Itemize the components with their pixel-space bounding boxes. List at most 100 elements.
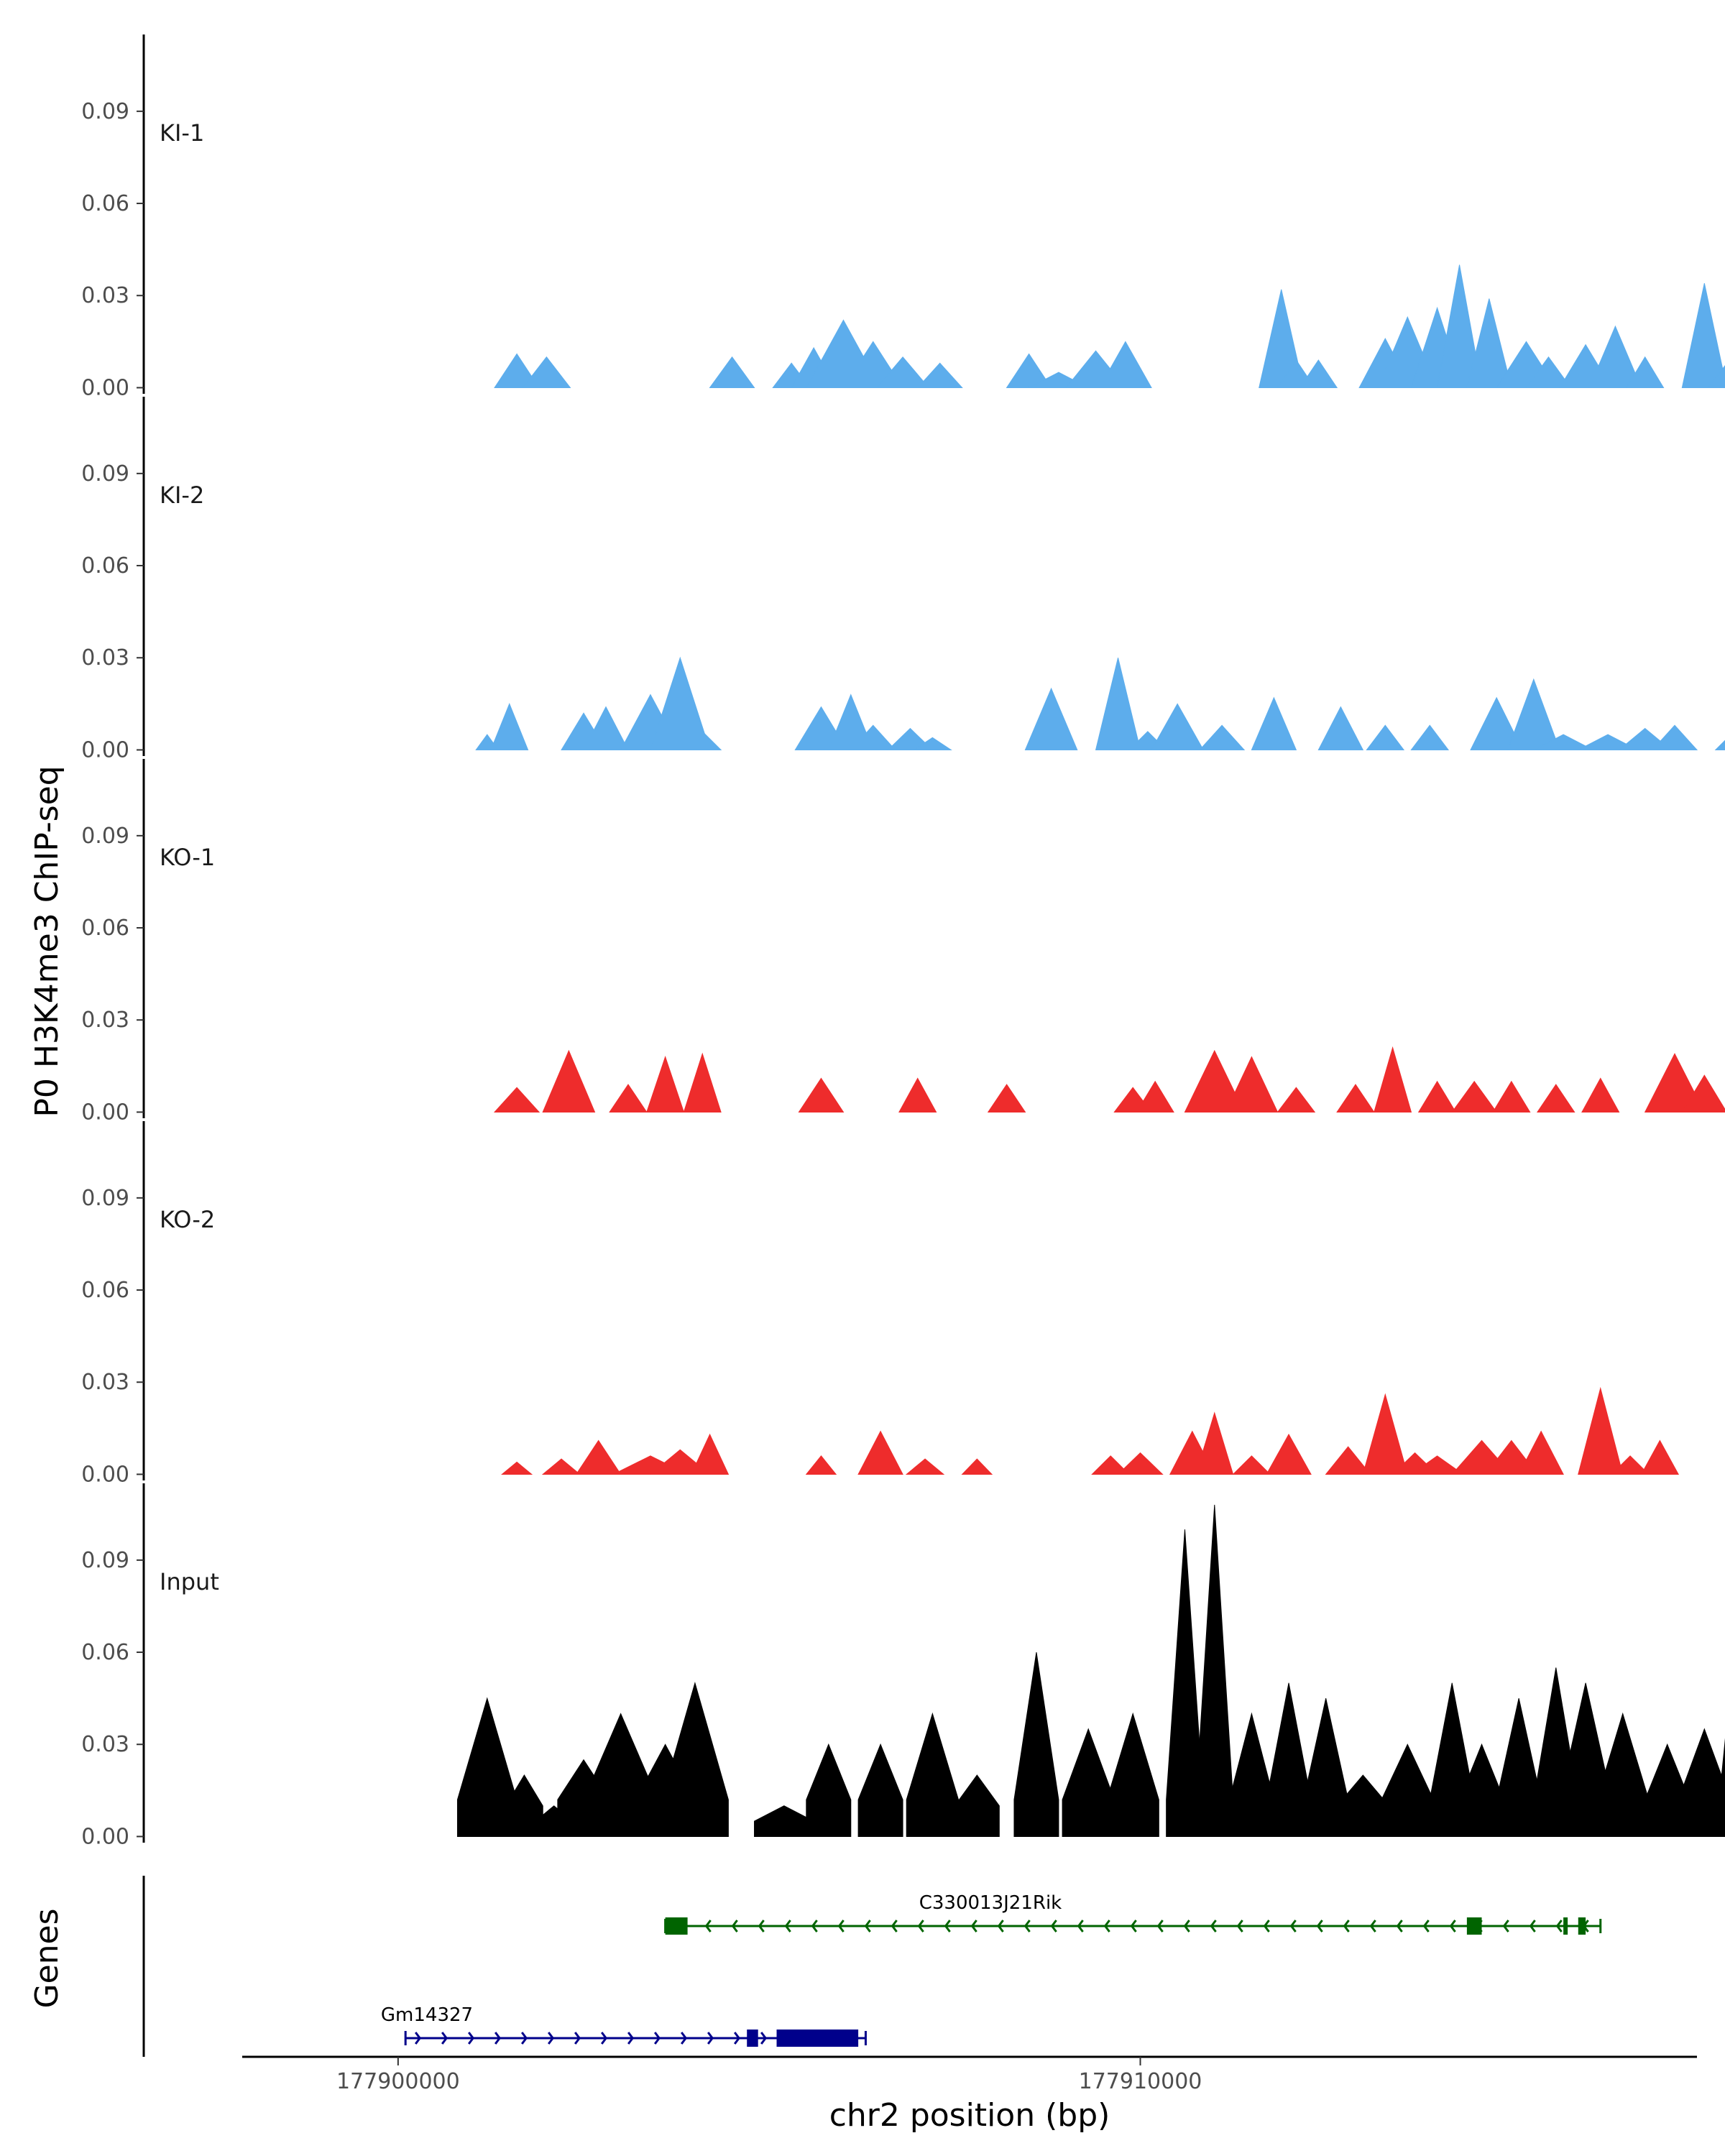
coverage-peak xyxy=(1336,1774,1389,1837)
exon-block xyxy=(1563,1917,1568,1935)
y-tick-label: 0.00 xyxy=(81,375,129,400)
strand-arrow xyxy=(944,1920,951,1932)
coverage-peak xyxy=(1024,687,1078,750)
coverage-peak xyxy=(542,1049,596,1112)
coverage-peak xyxy=(646,1055,685,1112)
coverage-peak xyxy=(1151,703,1205,750)
strand-arrow xyxy=(1529,1920,1536,1932)
coverage-peak xyxy=(690,1433,730,1475)
coverage-peak xyxy=(1195,1411,1234,1475)
coverage-peak xyxy=(1417,1080,1457,1112)
strand-arrow xyxy=(600,2032,608,2045)
coverage-peak xyxy=(1091,1455,1131,1475)
coverage-peak xyxy=(1195,1504,1234,1837)
coverage-peak xyxy=(541,1458,581,1475)
coverage-peak xyxy=(857,1430,903,1475)
strand-arrow xyxy=(1103,1920,1110,1932)
coverage-peak xyxy=(1451,1080,1498,1112)
coverage-peak xyxy=(1644,1053,1706,1112)
coverage-peak xyxy=(805,1455,837,1475)
coverage-peak xyxy=(650,656,711,750)
coverage-peak xyxy=(1719,1738,1725,1837)
coverage-peak xyxy=(1436,264,1483,388)
strand-arrow xyxy=(1156,1920,1164,1932)
tracks-group: 0.00 0.03 0.06 0.09 KI-1 0.00 0.03 0.06 0.09 KI-2… xyxy=(81,34,1725,1849)
strand-arrow xyxy=(1449,1920,1456,1932)
coverage-peak xyxy=(1325,1446,1371,1475)
coverage-peak xyxy=(1651,724,1698,750)
exon-block xyxy=(665,1917,688,1935)
strand-arrow xyxy=(1396,1920,1403,1932)
coverage-peak xyxy=(754,1805,814,1837)
exon-block xyxy=(1578,1917,1586,1935)
strand-arrow xyxy=(731,1920,738,1932)
strand-arrow xyxy=(707,2032,714,2045)
y-tick-label: 0.06 xyxy=(81,553,129,579)
gene-label: C330013J21Rik xyxy=(919,1892,1062,1914)
track-label: KO-2 xyxy=(160,1206,215,1233)
coverage-peak xyxy=(661,1681,729,1837)
strand-arrow xyxy=(547,2032,555,2045)
coverage-peak xyxy=(1184,1049,1245,1112)
coverage-peak xyxy=(1714,740,1725,750)
coverage-peak xyxy=(1525,356,1572,388)
coverage-peak xyxy=(850,724,896,750)
track-label: KO-1 xyxy=(160,844,215,871)
coverage-peak xyxy=(954,1774,1000,1837)
coverage-peak xyxy=(1578,734,1638,750)
coverage-peak xyxy=(1492,1080,1531,1112)
strand-arrow xyxy=(520,2032,528,2045)
y-tick-label: 0.00 xyxy=(81,1824,129,1849)
x-axis: 177900000177910000177920000 xyxy=(242,2055,1697,2094)
y-tick-label: 0.00 xyxy=(81,1100,129,1125)
strand-arrow xyxy=(997,1920,1004,1932)
coverage-peak xyxy=(1098,341,1152,388)
strand-arrow xyxy=(758,1920,765,1932)
coverage-peak xyxy=(1533,734,1593,750)
strand-arrow xyxy=(1210,1920,1217,1932)
coverage-peak xyxy=(1276,1087,1316,1112)
strand-arrow xyxy=(1502,1920,1509,1932)
strand-arrow xyxy=(1024,1920,1031,1932)
strand-arrow xyxy=(1263,1920,1270,1932)
coverage-peak xyxy=(1136,1080,1174,1112)
y-tick-label: 0.00 xyxy=(81,1462,129,1487)
coverage-peak xyxy=(501,1461,533,1475)
y-axis-title: P0 H3K4me3 ChIP-seq xyxy=(29,765,65,1117)
y-tick-label: 0.09 xyxy=(81,99,129,124)
y-tick-label: 0.09 xyxy=(81,1548,129,1573)
strand-arrow xyxy=(1130,1920,1137,1932)
track-label: Input xyxy=(160,1568,219,1595)
coverage-peak xyxy=(906,1712,960,1837)
coverage-peak xyxy=(1681,1074,1725,1112)
strand-arrow xyxy=(467,2032,475,2045)
coverage-peak xyxy=(987,1084,1026,1112)
coverage-peak xyxy=(683,731,722,750)
y-tick-label: 0.03 xyxy=(81,283,129,308)
coverage-peak xyxy=(1506,678,1560,750)
coverage-peak xyxy=(905,1458,945,1475)
strand-arrow xyxy=(441,2032,448,2045)
strand-arrow xyxy=(784,1920,791,1932)
coverage-peak xyxy=(1537,1084,1576,1112)
strand-arrow xyxy=(970,1920,978,1932)
exon-block xyxy=(776,2030,859,2047)
strand-arrow xyxy=(1236,1920,1243,1932)
coverage-peak xyxy=(1518,1430,1564,1475)
coverage-peak xyxy=(916,362,963,388)
x-tick-label: 177900000 xyxy=(336,2069,460,2094)
coverage-peak xyxy=(1117,1452,1164,1475)
coverage-peak xyxy=(583,706,629,750)
coverage-peak xyxy=(887,727,934,750)
coverage-peak xyxy=(1251,696,1297,750)
coverage-peak xyxy=(1681,283,1725,388)
coverage-peak xyxy=(1266,1433,1312,1475)
y-tick-label: 0.03 xyxy=(81,645,129,671)
strand-arrow xyxy=(704,1920,712,1932)
strand-arrow xyxy=(837,1920,845,1932)
coverage-peak xyxy=(912,737,952,750)
coverage-peak xyxy=(1626,356,1665,388)
track-ki-2: 0.00 0.03 0.06 0.09 KI-2 xyxy=(81,397,1725,763)
strand-arrow xyxy=(1555,1920,1563,1932)
